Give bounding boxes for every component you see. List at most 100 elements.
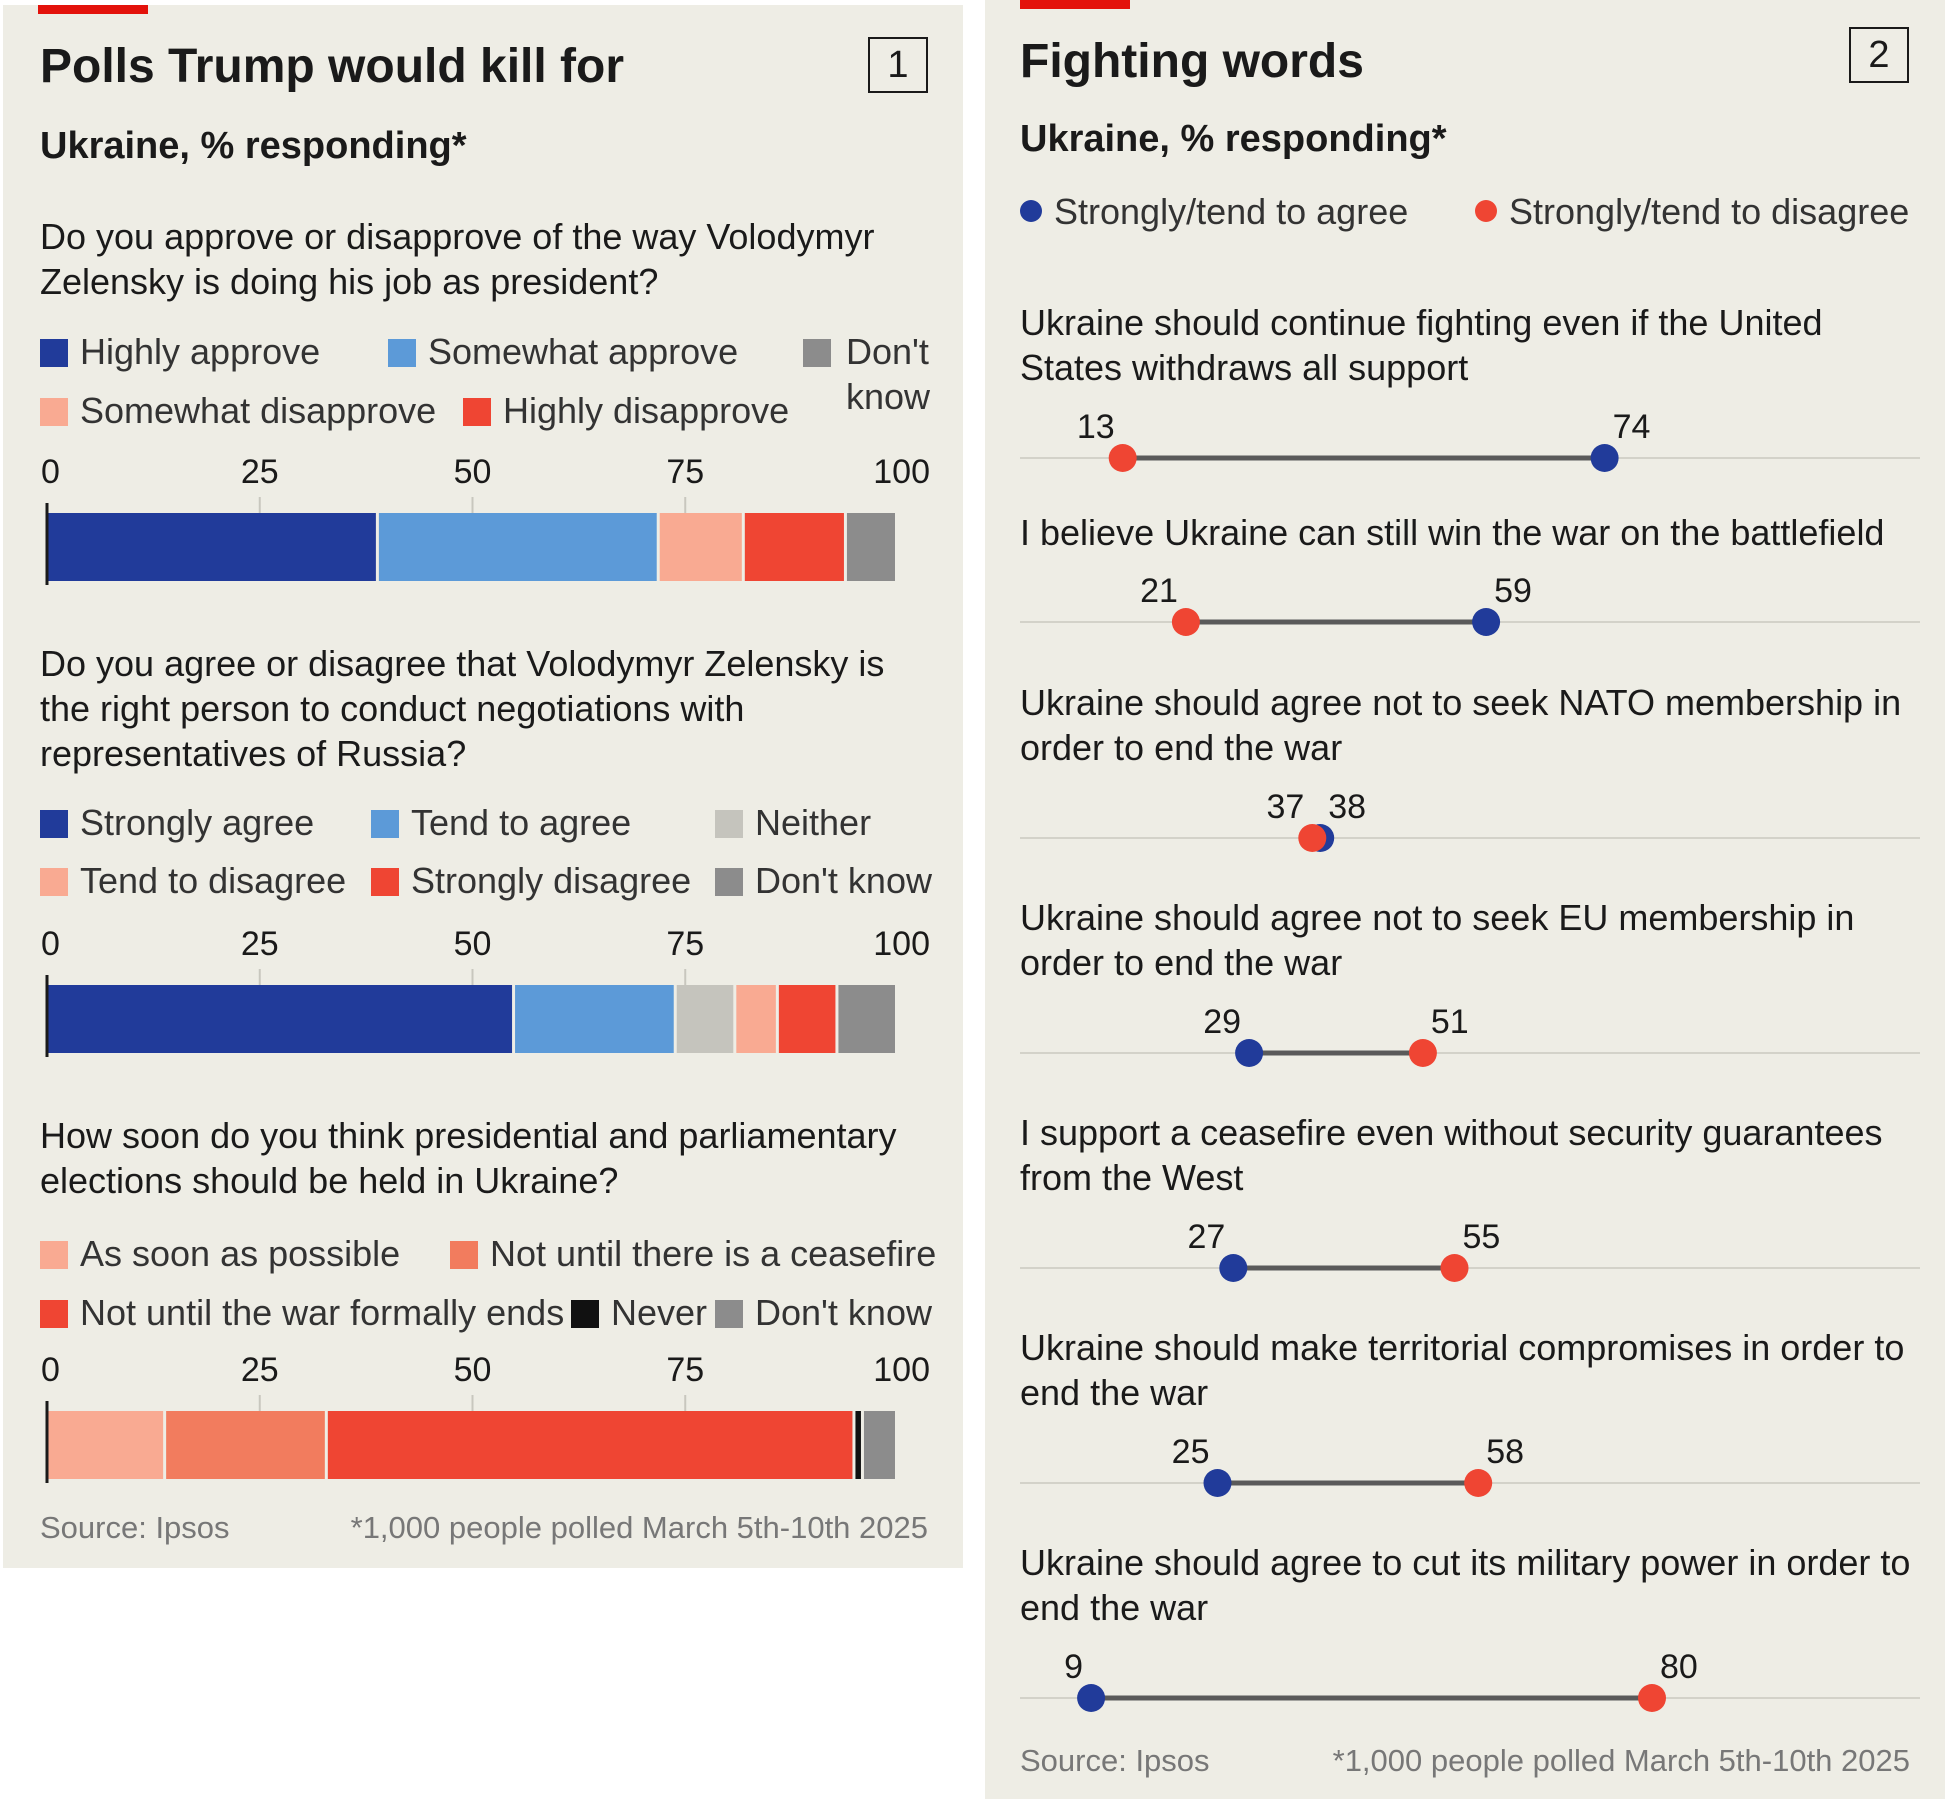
agree-value-label: 59	[1494, 572, 1532, 610]
panel-fighting-words: Fighting words 2 Ukraine, % responding* …	[985, 0, 1945, 1799]
legend-strongly-disagree: Strongly disagree	[371, 860, 691, 902]
bar-segment	[378, 513, 657, 581]
accent-bar	[38, 5, 148, 14]
bar-segment	[327, 1411, 853, 1479]
swatch	[40, 1300, 68, 1328]
legend-tend-to-agree: Tend to agree	[371, 802, 631, 844]
dumbbell-row: 27 55	[1020, 1218, 1920, 1282]
agree-dot	[1219, 1254, 1248, 1282]
statement-label: I support a ceasefire even without secur…	[1020, 1112, 1883, 1198]
bar-segment	[736, 985, 776, 1053]
statement-label: I believe Ukraine can still win the war …	[1020, 512, 1885, 553]
legend-as-soon-as-possible: As soon as possible	[40, 1233, 400, 1275]
panel2-title: Fighting words	[1020, 35, 1364, 88]
dumbbell-row: 9 80	[1020, 1648, 1920, 1712]
bar-segment	[855, 1411, 861, 1479]
legend-label: Highly disapprove	[503, 390, 790, 431]
legend-not-until-war-ends: Not until the war formally ends	[40, 1292, 564, 1334]
legend-label: Never	[611, 1292, 708, 1333]
swatch	[463, 398, 491, 426]
legend-label: Not until the war formally ends	[80, 1292, 565, 1333]
legend-somewhat-disapprove: Somewhat disapprove	[40, 390, 436, 432]
swatch	[40, 398, 68, 426]
swatch	[450, 1241, 478, 1269]
legend-dot-agree	[1020, 200, 1042, 222]
legend-somewhat-approve: Somewhat approve	[388, 331, 738, 373]
legend-not-until-ceasefire: Not until there is a ceasefire	[450, 1233, 936, 1275]
disagree-dot	[1408, 1039, 1437, 1067]
legend-label: Don't know	[755, 1292, 932, 1333]
accent-bar	[1020, 0, 1130, 9]
legend-label: Strongly/tend to agree	[1054, 191, 1409, 232]
tick-label: 25	[241, 1351, 279, 1389]
agree-value-label: 74	[1613, 408, 1651, 446]
legend-label: Don't know	[846, 331, 931, 417]
tick-label: 75	[666, 1351, 704, 1389]
agree-value-label: 27	[1187, 1218, 1225, 1256]
swatch	[715, 810, 743, 838]
legend-label: Strongly/tend to disagree	[1509, 191, 1910, 232]
swatch	[371, 868, 399, 896]
panel2-number: 2	[1849, 27, 1909, 83]
statement-label: Ukraine should agree not to seek EU memb…	[1020, 897, 1855, 983]
legend-label: Not until there is a ceasefire	[490, 1233, 937, 1274]
panel1-number: 1	[868, 37, 928, 93]
tick-label: 50	[454, 453, 492, 491]
swatch	[40, 1241, 68, 1269]
disagree-value-label: 80	[1660, 1648, 1698, 1686]
bar-segment	[47, 985, 513, 1053]
dumbbell-row: 37 38	[1020, 788, 1920, 852]
panel2-source: Source: Ipsos	[1020, 1743, 1210, 1778]
legend-neither: Neither	[715, 802, 871, 844]
tick-label: 50	[454, 925, 492, 963]
panel1-footnote: *1,000 people polled March 5th-10th 2025	[350, 1510, 928, 1545]
legend-label: Somewhat approve	[428, 331, 739, 372]
legend-dont-know	[803, 331, 843, 373]
disagree-dot	[1298, 824, 1327, 852]
panel-polls: Polls Trump would kill for 1 Ukraine, % …	[3, 5, 963, 1568]
agree-dot	[1472, 608, 1501, 636]
bar-segment	[744, 513, 844, 581]
agree-value-label: 38	[1328, 788, 1366, 826]
bar-segment	[863, 1411, 895, 1479]
legend-strongly-agree: Strongly agree	[40, 802, 314, 844]
bar-segment	[515, 985, 674, 1053]
statement-label: Ukraine should agree not to seek NATO me…	[1020, 682, 1902, 768]
chart2-stacked-bar: 0 25 50 75 100	[41, 925, 930, 1057]
dumbbell-row: 21 59	[1020, 572, 1920, 636]
disagree-value-label: 55	[1463, 1218, 1501, 1256]
swatch	[803, 339, 831, 367]
disagree-value-label: 13	[1077, 408, 1115, 446]
swatch	[40, 810, 68, 838]
tick-label: 25	[241, 453, 279, 491]
legend-label: Tend to disagree	[80, 860, 347, 901]
bar-segment	[778, 985, 836, 1053]
disagree-dot	[1108, 444, 1137, 472]
legend-never: Never	[571, 1292, 707, 1334]
agree-dot	[1235, 1039, 1264, 1067]
panel1-source: Source: Ipsos	[40, 1510, 230, 1545]
chart1-stacked-bar: 0 25 50 75 100	[41, 453, 930, 585]
chart1-question: Do you approve or disapprove of the way …	[40, 216, 875, 302]
agree-dot	[1077, 1684, 1106, 1712]
swatch	[371, 810, 399, 838]
legend-highly-disapprove: Highly disapprove	[463, 390, 789, 432]
tick-label: 25	[241, 925, 279, 963]
legend-dont-know: Don't know	[715, 1292, 932, 1334]
bar-segment	[846, 513, 895, 581]
dumbbell-row: 25 58	[1020, 1433, 1920, 1497]
legend-agree: Strongly/tend to agree	[1020, 191, 1408, 233]
bar-segment	[166, 1411, 325, 1479]
legend-label: Strongly disagree	[411, 860, 692, 901]
bar-segment	[676, 985, 734, 1053]
legend-highly-approve: Highly approve	[40, 331, 320, 373]
agree-value-label: 9	[1064, 1648, 1083, 1686]
statement-label: Ukraine should make territorial compromi…	[1020, 1327, 1905, 1413]
legend-label: Highly approve	[80, 331, 321, 372]
legend-label: Strongly agree	[80, 802, 315, 843]
tick-label: 0	[41, 453, 60, 491]
dumbbell-row: 29 51	[1020, 1003, 1920, 1067]
disagree-dot	[1638, 1684, 1666, 1712]
disagree-value-label: 21	[1140, 572, 1178, 610]
legend-dot-disagree	[1475, 200, 1497, 222]
